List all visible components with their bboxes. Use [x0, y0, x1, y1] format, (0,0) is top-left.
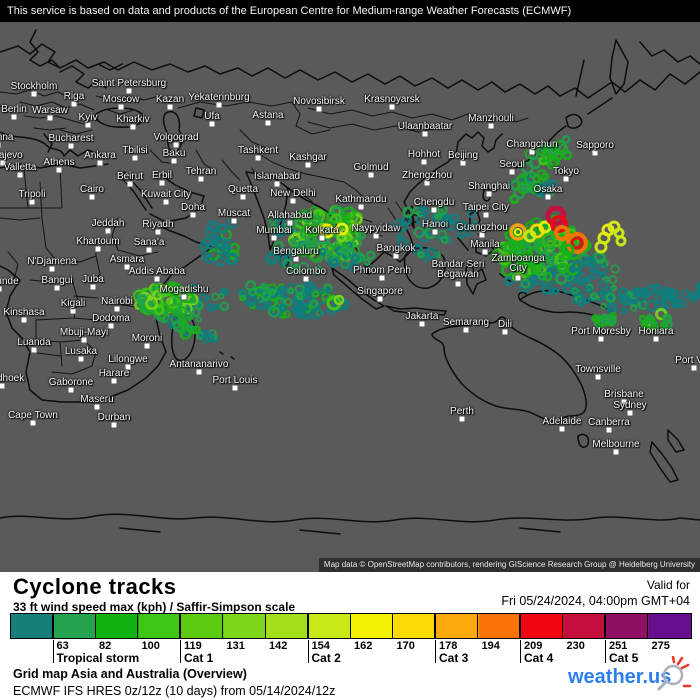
category-divider — [52, 640, 54, 663]
scale-tick-value: 162 — [354, 640, 373, 652]
colorbar-segment — [138, 614, 181, 638]
scale-tick-value: 63 — [56, 640, 69, 652]
magnifier-icon — [657, 664, 684, 691]
category-divider — [605, 640, 606, 663]
colorbar-boundary — [51, 613, 54, 639]
scale-tick-value: 209 — [524, 640, 543, 652]
scale-tick-value: 154 — [311, 640, 330, 652]
map-canvas[interactable]: Stockholm Saint Petersburg Riga Moscow Kazan… — [0, 22, 700, 572]
colorbar-boundary — [349, 613, 351, 639]
legend-subtitle: 33 ft wind speed max (kph) / Saffir-Simp… — [13, 600, 296, 614]
category-label: Cat 1 — [184, 651, 214, 665]
scale-tick-value: 170 — [396, 640, 415, 652]
colorbar-boundary — [519, 613, 521, 639]
scale-tick-value: 275 — [651, 640, 670, 652]
colorbar-segment — [648, 614, 691, 638]
colorbar-boundary — [137, 613, 138, 639]
spark-icon — [671, 656, 692, 688]
scale-tick-value: 82 — [99, 640, 112, 652]
category-divider — [180, 640, 181, 663]
scale-tick-value: 100 — [141, 640, 160, 652]
scale-tick-value: 131 — [226, 640, 245, 652]
colorbar-segment — [96, 614, 139, 638]
category-label: Cat 2 — [311, 651, 341, 665]
category-label: Tropical storm — [56, 651, 140, 665]
category-label: Cat 3 — [439, 651, 469, 665]
model-run-caption: ECMWF IFS HRES 0z/12z (10 days) from 05/… — [13, 684, 336, 698]
colorbar-segment — [478, 614, 521, 638]
grid-map-caption: Grid map Asia and Australia (Overview) — [13, 667, 247, 681]
category-label: Cat 5 — [609, 651, 639, 665]
colorbar-segment — [393, 614, 436, 638]
colorbar-segment — [308, 614, 351, 638]
scale-tick-value: 251 — [609, 640, 628, 652]
colorbar-boundary — [222, 613, 223, 639]
service-banner: This service is based on data and produc… — [0, 0, 700, 22]
weather-us-logo[interactable]: weather.us — [566, 656, 696, 698]
colorbar-segment — [53, 614, 96, 638]
colorbar-boundary — [306, 613, 309, 639]
logo-text: weather.us — [567, 666, 671, 688]
map-graphics — [0, 29, 700, 535]
category-label: Cat 4 — [524, 651, 554, 665]
cyclone-track-rings — [132, 134, 700, 344]
category-divider — [435, 640, 436, 663]
legend-title: Cyclone tracks — [13, 574, 177, 599]
colorbar-boundary — [562, 613, 563, 639]
valid-time: Fri 05/24/2024, 04:00pm GMT+04 — [501, 594, 690, 608]
colorbar-segment — [521, 614, 564, 638]
colorbar-segment — [436, 614, 479, 638]
colorbar-segment — [563, 614, 606, 638]
colorbar-segment — [11, 614, 54, 638]
scale-tick-value: 119 — [184, 640, 202, 652]
colorbar-segment — [181, 614, 224, 638]
colorbar-boundary — [604, 613, 606, 639]
colorbar-segment — [351, 614, 394, 638]
colorbar-boundary — [477, 613, 478, 639]
valid-for-label: Valid for — [646, 578, 690, 592]
map-attribution: Map data © OpenStreetMap contributors, r… — [318, 558, 700, 572]
colorbar-boundary — [264, 613, 266, 639]
coastlines — [0, 29, 700, 535]
colorbar-boundary — [94, 613, 96, 639]
colorbar-segment — [266, 614, 309, 638]
wind-speed-colorbar — [10, 613, 692, 639]
scale-tick-value: 194 — [481, 640, 500, 652]
colorbar-boundary — [647, 613, 648, 639]
scale-tick-value: 142 — [269, 640, 288, 652]
colorbar-boundary — [179, 613, 181, 639]
category-divider — [307, 640, 309, 663]
scale-tick-value: 178 — [439, 640, 458, 652]
colorbar-boundary — [392, 613, 393, 639]
country-borders — [0, 89, 529, 375]
colorbar-segment — [223, 614, 266, 638]
category-divider — [520, 640, 521, 663]
legend-panel: Cyclone tracks 33 ft wind speed max (kph… — [0, 572, 700, 700]
colorbar-boundary — [434, 613, 436, 639]
scale-tick-value: 230 — [566, 640, 585, 652]
colorbar-segment — [606, 614, 649, 638]
